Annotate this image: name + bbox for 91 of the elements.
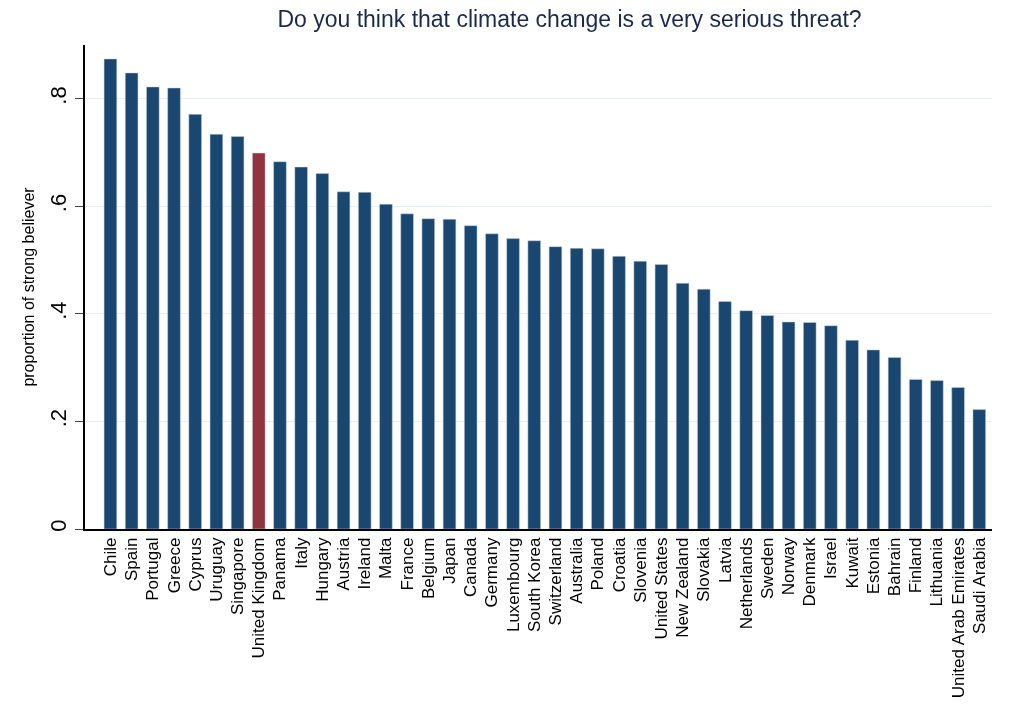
x-tick-label: United Kingdom <box>249 537 269 659</box>
y-tick-label: .2 <box>46 408 72 428</box>
bar <box>485 233 499 529</box>
x-tick-label: Denmark <box>800 537 820 607</box>
x-tick-label: Israel <box>821 537 841 580</box>
bar <box>612 256 626 529</box>
x-tick-label: Finland <box>906 537 926 594</box>
bar <box>358 192 372 529</box>
x-tick-label: France <box>397 537 417 591</box>
bar <box>103 58 118 529</box>
bar <box>188 114 202 529</box>
bar <box>146 86 160 529</box>
x-tick-label: Malta <box>376 537 396 580</box>
x-tick-label: Japan <box>440 537 460 584</box>
y-tick-label: .4 <box>46 301 72 320</box>
x-tick-label: Ireland <box>355 537 375 590</box>
bar <box>972 409 986 529</box>
x-tick-label: Belgium <box>418 537 438 599</box>
x-tick-label: Poland <box>588 537 608 591</box>
x-tick-label: Germany <box>482 537 502 608</box>
x-tick-label: New Zealand <box>673 537 693 638</box>
bar <box>866 349 880 529</box>
bar <box>887 357 902 529</box>
y-tick-label: .6 <box>46 193 72 213</box>
bar <box>506 238 520 529</box>
x-tick-label: Portugal <box>143 537 163 601</box>
bar <box>209 134 223 529</box>
x-tick-label: Australia <box>567 537 587 604</box>
x-tick-label: Switzerland <box>545 537 565 626</box>
bar <box>654 264 669 529</box>
bar <box>315 173 329 529</box>
chart-title: Do you think that climate change is a very serious threat? <box>277 5 862 32</box>
bar <box>125 72 139 529</box>
x-tick-label: Italy <box>291 537 311 569</box>
bar <box>442 218 457 529</box>
bar <box>464 225 478 529</box>
bar <box>930 380 944 529</box>
x-tick-label: Austria <box>334 537 354 591</box>
x-tick-label: Hungary <box>312 537 332 602</box>
x-tick-label: Slovakia <box>694 537 714 602</box>
x-tick-label: Kuwait <box>842 537 862 589</box>
bar <box>718 301 732 529</box>
x-tick-label: Saudi Arabia <box>969 537 989 634</box>
bar <box>697 288 711 529</box>
x-tick-label: United States <box>651 537 671 640</box>
bar <box>294 166 308 529</box>
bar <box>379 203 393 529</box>
x-tick-label: Uruguay <box>206 537 226 602</box>
bar <box>230 136 245 529</box>
bar <box>591 248 605 529</box>
bar <box>421 218 435 529</box>
y-axis-title: proportion of strong believer <box>19 186 37 387</box>
bar <box>167 87 181 529</box>
bar <box>676 282 690 529</box>
x-tick-label: South Korea <box>524 537 544 633</box>
x-tick-label: Bahrain <box>885 537 905 597</box>
bar <box>527 240 541 529</box>
x-tick-label: Netherlands <box>736 537 756 630</box>
x-tick-label: Singapore <box>228 537 248 616</box>
x-tick-label: Cyprus <box>185 537 205 592</box>
bar <box>951 387 965 529</box>
y-tick-label: 0 <box>46 519 72 532</box>
x-tick-label: United Arab Emirates <box>948 537 968 699</box>
x-tick-label: Estonia <box>863 537 883 595</box>
bar <box>570 248 584 529</box>
bar <box>548 246 563 529</box>
bar <box>400 213 414 529</box>
x-tick-label: Luxembourg <box>503 537 523 633</box>
x-tick-label: Lithuania <box>927 537 947 607</box>
bar <box>760 315 774 529</box>
bar <box>633 260 647 529</box>
x-tick-label: Latvia <box>715 537 735 583</box>
x-tick-label: Croatia <box>609 537 629 593</box>
bar <box>845 339 859 529</box>
x-tick-label: Sweden <box>757 537 777 599</box>
bar <box>909 379 923 529</box>
x-tick-label: Spain <box>122 537 142 582</box>
bar <box>739 310 753 529</box>
bar <box>824 325 838 529</box>
bar <box>273 161 287 529</box>
x-tick-label: Norway <box>779 537 799 596</box>
x-tick-label: Panama <box>270 537 290 601</box>
x-tick-label: Canada <box>461 537 481 598</box>
bar <box>252 152 266 529</box>
x-tick-label: Chile <box>100 537 120 577</box>
x-tick-label: Slovenia <box>630 537 650 603</box>
x-tick-label: Greece <box>164 537 184 594</box>
y-tick-label: .8 <box>46 86 72 105</box>
bar <box>336 191 351 529</box>
bar <box>781 321 796 529</box>
bar <box>803 322 817 529</box>
